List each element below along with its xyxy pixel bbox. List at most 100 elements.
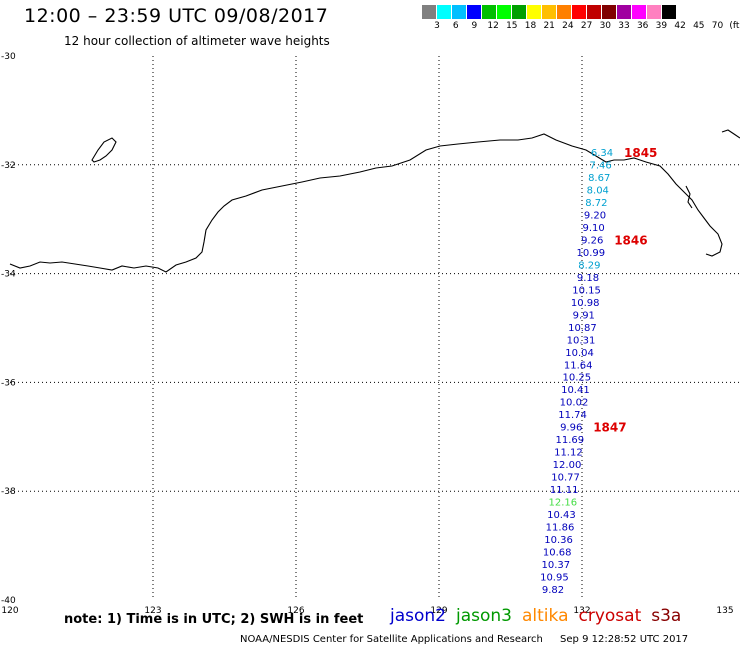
wave-height-value: 10.95 [540, 573, 569, 584]
scale-label: 9 [471, 21, 478, 31]
wave-height-value: 6.34 [591, 148, 613, 159]
lat-tick-label: -34 [1, 270, 16, 280]
wave-height-value: 7.46 [589, 160, 611, 171]
scale-label: 42 [674, 21, 686, 31]
scale-label: 6 [452, 21, 459, 31]
scale-swatch [542, 5, 557, 19]
scale-label: 12 [487, 21, 499, 31]
wave-height-value: 8.67 [588, 173, 610, 184]
wave-height-value: 8.72 [585, 198, 607, 209]
satellite-legend-item: s3a [651, 606, 682, 626]
lat-tick-label: -40 [1, 596, 16, 606]
scale-swatch [512, 5, 527, 19]
time-marker: 1847 [593, 421, 626, 435]
satellite-legend-item: altika [522, 606, 569, 626]
wave-height-value: 9.82 [542, 585, 564, 596]
scale-label: 70 [711, 21, 724, 31]
wave-height-value: 9.20 [584, 210, 606, 221]
wave-height-value: 9.26 [581, 235, 603, 246]
wave-height-value: 11.12 [554, 448, 583, 459]
credit-line: NOAA/NESDIS Center for Satellite Applica… [240, 634, 688, 645]
wave-height-value: 9.96 [560, 423, 582, 434]
lon-tick-label: 120 [1, 606, 18, 616]
lon-tick-label: 135 [716, 606, 733, 616]
wave-height-value: 10.36 [544, 535, 573, 546]
lon-tick-label: 132 [573, 606, 590, 616]
scale-swatch [617, 5, 632, 19]
scale-swatch [557, 5, 572, 19]
satellite-legend-item: cryosat [578, 606, 642, 626]
wave-height-value: 11.86 [546, 523, 575, 534]
lat-tick-label: -32 [1, 161, 16, 171]
scale-label: 21 [543, 21, 555, 31]
scale-swatch [632, 5, 647, 19]
lon-tick-label: 129 [430, 606, 447, 616]
wave-height-value: 10.37 [541, 560, 570, 571]
map-grid: 120 123 126 129 132 135 -30 -32 -34 -36 -38 -40 [1, 52, 740, 616]
satellite-legend-item: jason3 [456, 606, 512, 626]
wave-height-value: 11.74 [558, 410, 587, 421]
scale-label: 15 [506, 21, 518, 31]
scale-swatch [662, 5, 677, 19]
scale-swatch [467, 5, 482, 19]
wave-height-value: 10.02 [560, 398, 589, 409]
time-marker: 1846 [614, 233, 647, 247]
scale-label: 18 [524, 21, 537, 31]
map-title: 12:00 – 23:59 UTC 09/08/2017 [24, 5, 329, 27]
wave-height-value: 10.04 [565, 348, 594, 359]
scale-label: 33 [618, 21, 630, 31]
wave-height-track: 6.347.46 8.678.04 8.729.20 9.109.26 10.998.2… [540, 148, 613, 596]
kangaroo-island [91, 137, 117, 163]
units-note: note: 1) Time is in UTC; 2) SWH is in fe… [64, 612, 364, 627]
scale-swatch [482, 5, 497, 19]
scale-swatch [422, 5, 437, 19]
scale-swatch [497, 5, 512, 19]
scale-label: 36 [636, 21, 649, 31]
credit-text: NOAA/NESDIS Center for Satellite Applica… [240, 634, 543, 645]
wave-height-value: 9.10 [582, 223, 604, 234]
wave-height-value: 10.98 [571, 298, 600, 309]
lat-tick-label: -30 [1, 52, 16, 62]
scale-label: 24 [562, 21, 574, 31]
wave-height-value: 11.11 [550, 485, 579, 496]
wave-height-value: 10.77 [551, 473, 580, 484]
satellite-legend: jason2 jason3 altika cryosat s3a [390, 606, 691, 626]
scale-swatch [602, 5, 617, 19]
wave-height-value: 10.41 [561, 385, 590, 396]
lat-tick-label: -38 [1, 487, 16, 497]
scale-label: 39 [655, 21, 668, 31]
generated-timestamp: Sep 9 12:28:52 UTC 2017 [560, 634, 689, 645]
scale-swatch [647, 5, 662, 19]
scale-swatch [572, 5, 587, 19]
scale-label: 45 [693, 21, 705, 31]
wave-height-value: 12.16 [548, 498, 577, 509]
wave-height-value: 10.15 [572, 285, 601, 296]
wave-height-value: 10.43 [547, 510, 576, 521]
wave-height-value: 10.68 [543, 548, 572, 559]
wave-height-value: 11.64 [564, 360, 593, 371]
scale-swatch [527, 5, 542, 19]
scale-swatch [437, 5, 452, 19]
scale-label: (ft) [729, 21, 740, 31]
wave-height-value: 8.04 [587, 185, 609, 196]
coast-spur [685, 185, 693, 209]
tasmania-coast [721, 129, 740, 139]
scale-label: 27 [580, 21, 593, 31]
scale-label: 3 [434, 21, 440, 31]
wave-height-value: 10.31 [567, 335, 596, 346]
lon-tick-label: 123 [144, 606, 161, 616]
wave-height-value: 10.25 [562, 373, 591, 384]
time-markers: 1845 1846 1847 [593, 146, 657, 435]
scale-label: 30 [599, 21, 612, 31]
wave-height-value: 10.87 [568, 323, 597, 334]
map-subtitle: 12 hour collection of altimeter wave hei… [64, 34, 330, 48]
wave-height-value: 9.18 [577, 273, 599, 284]
wave-height-value: 11.69 [555, 435, 584, 446]
satellite-legend-item: jason2 [390, 606, 446, 626]
wave-height-value: 10.99 [576, 248, 605, 259]
color-scale [422, 5, 677, 19]
lat-tick-label: -36 [1, 378, 16, 388]
wave-height-value: 9.91 [573, 310, 595, 321]
